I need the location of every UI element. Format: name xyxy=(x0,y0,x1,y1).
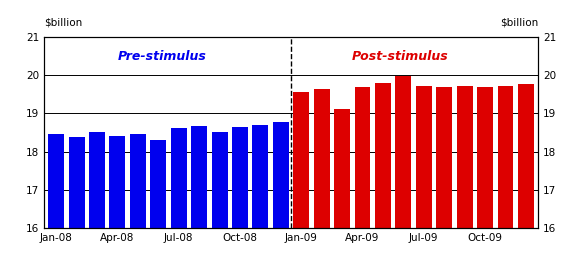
Bar xyxy=(191,126,207,228)
Bar xyxy=(416,86,432,228)
Bar xyxy=(334,109,350,228)
Bar xyxy=(375,83,391,228)
Bar xyxy=(89,132,105,228)
Bar xyxy=(171,127,187,228)
Bar xyxy=(355,87,370,228)
Bar xyxy=(232,127,248,228)
Text: Pre-stimulus: Pre-stimulus xyxy=(118,50,207,63)
Bar xyxy=(212,132,228,228)
Bar xyxy=(477,87,493,228)
Text: $billion: $billion xyxy=(44,17,82,28)
Bar xyxy=(273,122,289,228)
Bar xyxy=(457,86,473,228)
Bar xyxy=(498,86,514,228)
Bar xyxy=(109,136,125,228)
Bar xyxy=(518,85,534,228)
Bar xyxy=(253,125,269,228)
Text: $billion: $billion xyxy=(500,17,538,28)
Bar xyxy=(68,137,84,228)
Bar xyxy=(48,134,64,228)
Text: Post-stimulus: Post-stimulus xyxy=(352,50,448,63)
Bar xyxy=(395,76,411,228)
Bar xyxy=(130,134,146,228)
Bar xyxy=(436,87,452,228)
Bar xyxy=(314,89,329,228)
Bar xyxy=(293,92,309,228)
Bar xyxy=(150,140,166,228)
